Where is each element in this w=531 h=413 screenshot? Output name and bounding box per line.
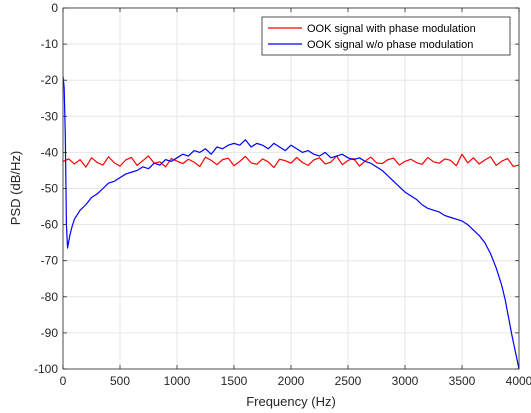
- x-tick-label: 2500: [335, 374, 362, 388]
- legend: OOK signal with phase modulation OOK sig…: [261, 16, 511, 56]
- legend-label-with-phase: OOK signal with phase modulation: [307, 23, 476, 35]
- x-tick-label: 0: [60, 374, 67, 388]
- x-tick-label: 1500: [221, 374, 248, 388]
- x-tick-label: 500: [110, 374, 130, 388]
- y-tick-label: -40: [41, 145, 59, 159]
- legend-label-without-phase: OOK signal w/o phase modulation: [307, 39, 473, 51]
- y-tick-label: -30: [41, 109, 59, 123]
- x-axis-label: Frequency (Hz): [246, 394, 336, 409]
- x-tick-label: 3000: [392, 374, 419, 388]
- axis-ticks: 0 500 1000 1500 2000 2500 3000 3500 4000 0 -10 -20 -…: [34, 1, 531, 388]
- series-line-without-phase-modulation: [63, 76, 519, 369]
- x-tick-label: 4000: [506, 374, 531, 388]
- y-tick-label: -50: [41, 182, 59, 196]
- y-tick-label: 0: [51, 1, 58, 15]
- y-axis-label: PSD (dB/Hz): [8, 151, 23, 225]
- y-tick-label: -80: [41, 290, 59, 304]
- y-tick-label: -70: [41, 254, 59, 268]
- x-tick-label: 1000: [164, 374, 191, 388]
- series-line-with-phase-modulation: [63, 153, 519, 169]
- legend-box: [261, 16, 511, 56]
- series-lines: [63, 76, 519, 369]
- y-tick-label: -90: [41, 326, 59, 340]
- y-tick-label: -60: [41, 218, 59, 232]
- x-tick-label: 3500: [449, 374, 476, 388]
- y-tick-label: -10: [41, 37, 59, 51]
- y-tick-label: -100: [34, 362, 58, 376]
- x-tick-label: 2000: [278, 374, 305, 388]
- y-tick-label: -20: [41, 73, 59, 87]
